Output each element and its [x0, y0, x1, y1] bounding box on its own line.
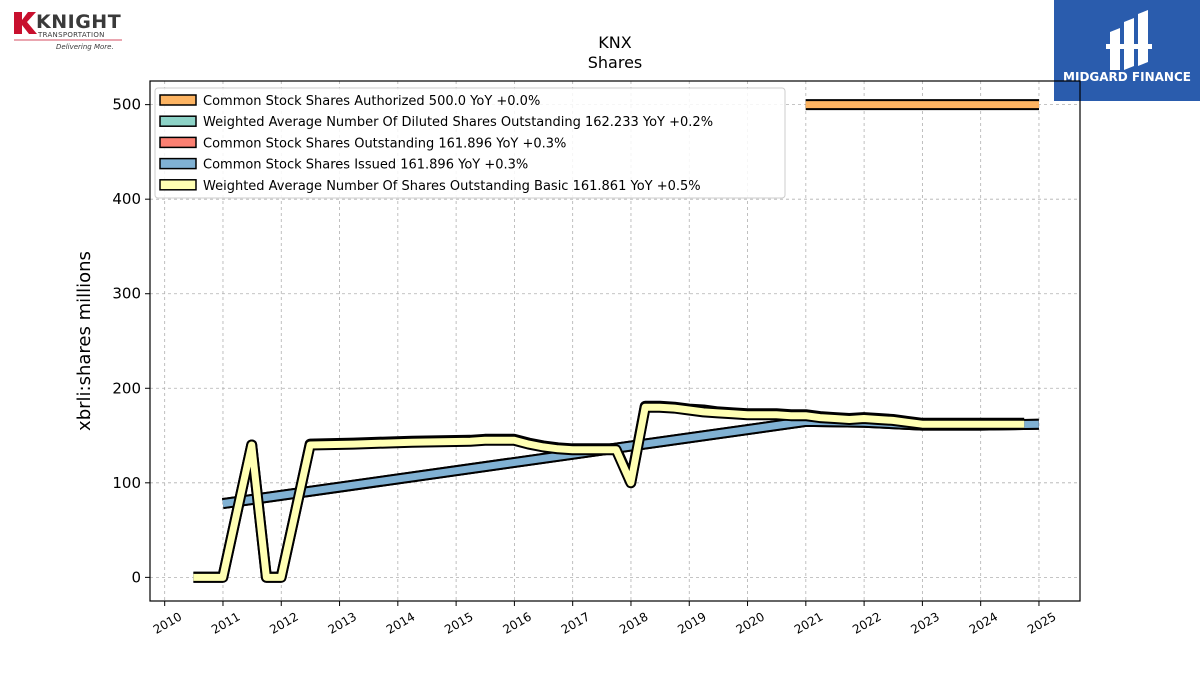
y-tick-label: 400 — [112, 190, 141, 208]
chart-title: KNX — [598, 33, 631, 52]
x-tick-label: 2024 — [967, 609, 1000, 636]
legend-swatch — [159, 94, 197, 106]
series-line-core — [193, 403, 1025, 581]
x-tick-label: 2021 — [792, 609, 825, 636]
legend-label: Common Stock Shares Outstanding 161.896 … — [203, 136, 566, 151]
x-tick-label: 2017 — [559, 609, 592, 636]
legend-label: Weighted Average Number Of Shares Outsta… — [203, 179, 701, 194]
company-logo-tagline: Delivering More. — [56, 43, 114, 51]
series-group — [193, 99, 1039, 583]
x-tick-label: 2019 — [675, 609, 708, 636]
x-tick-label: 2020 — [734, 609, 767, 636]
y-axis-label: xbrli:shares millions — [74, 251, 95, 431]
x-tick-label: 2023 — [908, 609, 941, 636]
y-tick-label: 300 — [112, 285, 141, 303]
y-tick-label: 100 — [112, 474, 141, 492]
x-tick-label: 2014 — [384, 609, 417, 636]
brand-logo-text: MIDGARD FINANCE — [1063, 70, 1191, 84]
x-tick-label: 2011 — [209, 609, 242, 636]
company-logo-name: KNIGHT — [36, 11, 121, 33]
company-logo-sub: TRANSPORTATION — [37, 31, 105, 39]
legend-label: Common Stock Shares Issued 161.896 YoY +… — [203, 158, 528, 173]
legend-swatch — [159, 115, 197, 127]
x-tick-label: 2012 — [267, 609, 300, 636]
x-tick-label: 2016 — [500, 609, 533, 636]
knight-mark-icon — [14, 12, 37, 34]
x-tick-label: 2022 — [850, 609, 883, 636]
company-logo: KNIGHT TRANSPORTATION Delivering More. — [14, 11, 122, 51]
chart-subtitle: Shares — [588, 53, 643, 72]
series-line — [193, 401, 1025, 583]
legend-swatch — [159, 179, 197, 191]
brand-mark-icon — [1106, 10, 1152, 70]
brand-logo: MIDGARD FINANCE — [1054, 0, 1200, 101]
legend-swatch — [159, 136, 197, 149]
legend-label: Weighted Average Number Of Diluted Share… — [203, 115, 713, 130]
x-tick-label: 2018 — [617, 609, 650, 636]
x-tick-label: 2015 — [442, 609, 475, 636]
plot-frame — [149, 80, 1081, 602]
x-tick-label: 2013 — [326, 609, 359, 636]
y-tick-label: 200 — [112, 379, 141, 397]
legend-label: Common Stock Shares Authorized 500.0 YoY… — [203, 94, 540, 109]
y-tick-label: 500 — [112, 96, 141, 114]
legend-box — [154, 87, 786, 199]
legend: Common Stock Shares Authorized 500.0 YoY… — [154, 87, 786, 199]
x-tick-label: 2010 — [151, 609, 184, 636]
legend-swatch — [159, 157, 197, 170]
x-tick-label: 2025 — [1025, 609, 1058, 636]
y-tick-label: 0 — [131, 568, 141, 586]
